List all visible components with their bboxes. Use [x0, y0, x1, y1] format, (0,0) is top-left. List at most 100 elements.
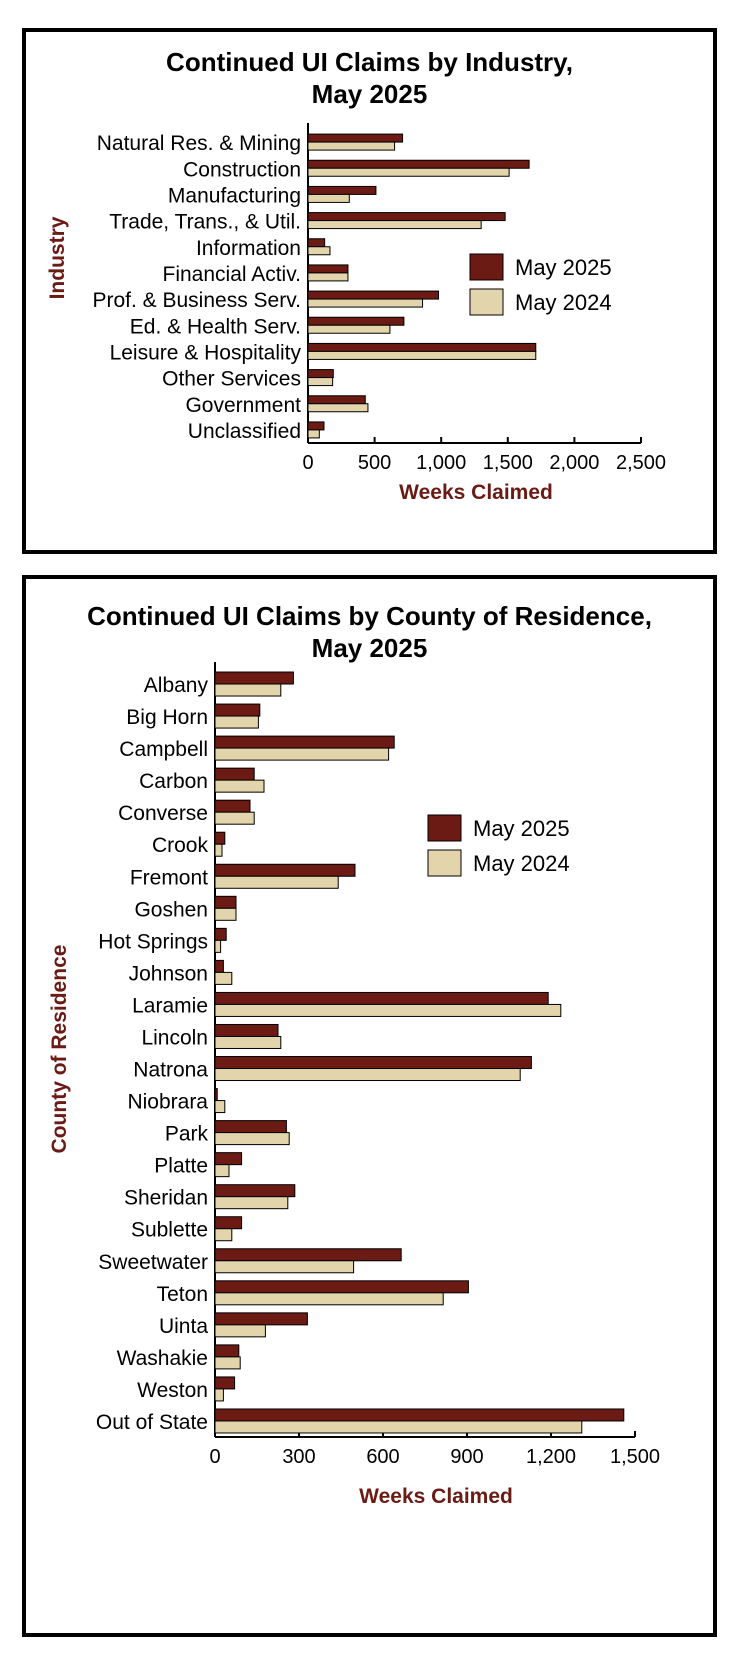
county-bar-out-of-state-may-2024 [214, 1420, 583, 1434]
industry-legend-swatch-may-2025 [469, 253, 504, 281]
county-bar-carbon-may-2024 [214, 779, 265, 793]
county-bar-sheridan-may-2025 [214, 1184, 296, 1198]
county-bar-big-horn-may-2025 [214, 703, 261, 717]
industry-category-label-trade-trans-util: Trade, Trans., & Util. [109, 211, 301, 234]
county-bar-natrona-may-2024 [214, 1068, 521, 1082]
industry-bar-leisure-hospitality-may-2024 [307, 350, 537, 360]
county-bar-albany-may-2025 [214, 671, 294, 685]
county-bar-platte-may-2025 [214, 1152, 243, 1166]
industry-bar-government-may-2025 [307, 395, 366, 405]
county-legend-swatch-may-2025 [427, 814, 462, 842]
industry-category-label-prof-business-serv: Prof. & Business Serv. [92, 289, 301, 312]
county-bar-laramie-may-2025 [214, 991, 549, 1005]
county-bar-park-may-2024 [214, 1132, 290, 1146]
county-bar-goshen-may-2025 [214, 895, 237, 909]
industry-bar-other-services-may-2025 [307, 369, 334, 379]
industry-bar-manufacturing-may-2025 [307, 185, 377, 195]
industry-category-label-ed-health-serv: Ed. & Health Serv. [130, 315, 301, 338]
county-category-label-converse: Converse [118, 802, 208, 825]
county-bar-teton-may-2024 [214, 1292, 444, 1306]
county-bar-uinta-may-2024 [214, 1324, 266, 1338]
industry-category-label-construction: Construction [183, 158, 301, 181]
county-bar-out-of-state-may-2025 [214, 1408, 625, 1422]
county-bar-niobrara-may-2024 [214, 1100, 226, 1114]
industry-bar-ed-health-serv-may-2024 [307, 324, 391, 334]
industry-bar-manufacturing-may-2024 [307, 193, 350, 203]
industry-title-line2: May 2025 [311, 79, 428, 109]
county-legend-swatch-may-2024 [427, 849, 462, 877]
county-category-label-sweetwater: Sweetwater [98, 1251, 208, 1274]
industry-x-tick-label: 0 [302, 452, 313, 474]
county-category-label-laramie: Laramie [132, 994, 208, 1017]
county-bar-converse-may-2025 [214, 799, 251, 813]
industry-bar-chart: 0 500 1,000 1,500 2,000 2,500 Natural Res. & M… [46, 123, 666, 504]
industry-category-label-unclassified: Unclassified [188, 420, 301, 443]
county-bar-weston-may-2025 [214, 1376, 236, 1390]
county-category-label-johnson: Johnson [129, 962, 208, 985]
county-bar-chart: 0 300 600 900 1,200 1,500 Albany Big Horn Campbe… [48, 662, 660, 1508]
county-bar-laramie-may-2024 [214, 1003, 562, 1017]
industry-legend-swatch-may-2024 [469, 288, 504, 316]
industry-x-tick-label: 500 [358, 452, 391, 474]
county-bar-niobrara-may-2025 [214, 1088, 218, 1102]
industry-bar-construction-may-2025 [307, 159, 530, 169]
industry-category-label-government: Government [185, 394, 301, 417]
industry-bar-trade-trans-util-may-2024 [307, 220, 482, 230]
county-x-tick-label: 600 [366, 1446, 399, 1468]
county-bar-washakie-may-2025 [214, 1344, 240, 1358]
county-legend-label-may-2025: May 2025 [473, 816, 570, 841]
county-bar-carbon-may-2025 [214, 767, 255, 781]
county-bar-sublette-may-2024 [214, 1228, 233, 1242]
county-bar-campbell-may-2024 [214, 747, 390, 761]
industry-bar-unclassified-may-2024 [307, 429, 320, 439]
industry-bar-information-may-2024 [307, 246, 331, 256]
county-bar-sweetwater-may-2025 [214, 1248, 402, 1262]
county-bar-campbell-may-2025 [214, 735, 395, 749]
county-bar-johnson-may-2025 [214, 959, 224, 973]
county-chart-panel: Continued UI Claims by County of Residen… [22, 575, 717, 1637]
industry-x-tick-label: 2,000 [549, 452, 599, 474]
county-bar-natrona-may-2025 [214, 1056, 532, 1070]
industry-bar-natural-res-mining-may-2025 [307, 133, 404, 143]
county-x-axis-title: Weeks Claimed [359, 1485, 513, 1508]
industry-bar-government-may-2024 [307, 403, 369, 413]
county-legend-label-may-2024: May 2024 [473, 851, 570, 876]
county-bar-crook-may-2025 [214, 831, 226, 845]
county-category-label-lincoln: Lincoln [141, 1026, 208, 1049]
county-category-label-carbon: Carbon [139, 770, 208, 793]
industry-legend-label-may-2025: May 2025 [515, 255, 612, 280]
county-x-tick-label: 900 [450, 1446, 483, 1468]
county-category-label-goshen: Goshen [134, 898, 208, 921]
county-category-label-sheridan: Sheridan [124, 1187, 208, 1210]
county-bar-johnson-may-2024 [214, 971, 233, 985]
county-bar-goshen-may-2024 [214, 907, 237, 921]
county-bar-sweetwater-may-2024 [214, 1260, 355, 1274]
industry-bar-unclassified-may-2025 [307, 421, 325, 431]
industry-bar-other-services-may-2024 [307, 377, 334, 387]
industry-chart-panel: Continued UI Claims by Industry, May 202… [22, 28, 717, 554]
industry-x-axis-title: Weeks Claimed [399, 481, 553, 504]
industry-chart-title: Continued UI Claims by Industry, May 202… [26, 46, 713, 110]
county-bar-fremont-may-2024 [214, 875, 339, 889]
industry-category-label-financial-activ: Financial Activ. [163, 263, 302, 286]
industry-bar-information-may-2025 [307, 238, 326, 248]
county-bar-fremont-may-2025 [214, 863, 356, 877]
county-bar-park-may-2025 [214, 1120, 287, 1134]
industry-category-label-manufacturing: Manufacturing [168, 184, 301, 207]
industry-bar-financial-activ-may-2025 [307, 264, 349, 274]
industry-category-label-natural-res-mining: Natural Res. & Mining [97, 132, 301, 155]
county-category-label-uinta: Uinta [159, 1315, 208, 1338]
industry-bar-prof-business-serv-may-2024 [307, 298, 424, 308]
industry-x-tick-label: 1,000 [416, 452, 466, 474]
county-category-label-big-horn: Big Horn [126, 706, 208, 729]
county-category-label-albany: Albany [144, 674, 209, 697]
county-category-label-crook: Crook [152, 834, 209, 857]
county-chart-title: Continued UI Claims by County of Residen… [26, 600, 713, 664]
county-category-label-sublette: Sublette [131, 1219, 208, 1242]
county-category-label-niobrara: Niobrara [127, 1091, 208, 1114]
county-category-label-hot-springs: Hot Springs [98, 930, 208, 953]
county-y-axis-title: County of Residence [48, 945, 71, 1154]
county-bar-uinta-may-2025 [214, 1312, 308, 1326]
industry-bar-leisure-hospitality-may-2025 [307, 342, 537, 352]
county-title-line2: May 2025 [311, 633, 428, 663]
